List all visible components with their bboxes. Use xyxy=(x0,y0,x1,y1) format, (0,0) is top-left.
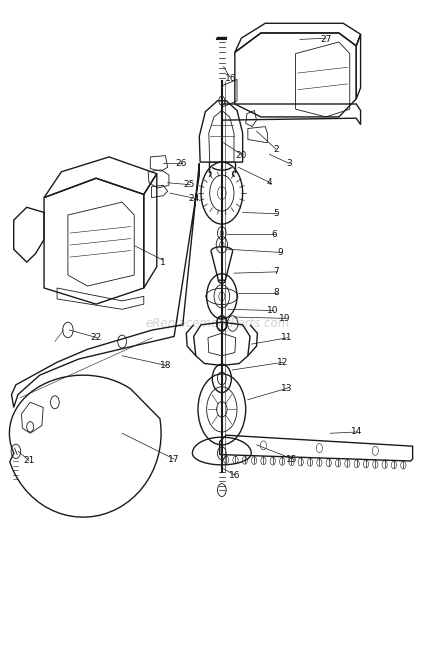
Text: 8: 8 xyxy=(273,288,278,297)
Text: 25: 25 xyxy=(183,181,194,189)
Text: 18: 18 xyxy=(159,361,171,370)
Text: 17: 17 xyxy=(168,455,180,464)
Text: 22: 22 xyxy=(90,333,102,342)
Text: 15: 15 xyxy=(286,455,297,464)
Text: eReplacementParts.com: eReplacementParts.com xyxy=(145,317,289,330)
Text: 16: 16 xyxy=(224,74,236,83)
Text: 7: 7 xyxy=(273,267,278,276)
Text: 3: 3 xyxy=(286,159,291,168)
Text: 5: 5 xyxy=(273,209,278,218)
Text: 27: 27 xyxy=(319,35,331,44)
Text: 16: 16 xyxy=(229,471,240,479)
Text: 6: 6 xyxy=(270,230,276,239)
Text: 20: 20 xyxy=(235,151,247,160)
Text: 19: 19 xyxy=(278,314,290,323)
Text: 13: 13 xyxy=(280,384,292,393)
Text: 9: 9 xyxy=(277,248,283,257)
Text: 10: 10 xyxy=(266,306,278,315)
Text: 11: 11 xyxy=(280,333,292,342)
Text: 21: 21 xyxy=(23,456,34,465)
Text: 12: 12 xyxy=(276,358,288,367)
Text: 4: 4 xyxy=(266,179,272,187)
Text: 14: 14 xyxy=(350,428,361,437)
Text: 1: 1 xyxy=(160,258,166,267)
Text: 2: 2 xyxy=(273,145,278,154)
Text: 24: 24 xyxy=(187,193,199,203)
Text: 26: 26 xyxy=(174,159,186,168)
